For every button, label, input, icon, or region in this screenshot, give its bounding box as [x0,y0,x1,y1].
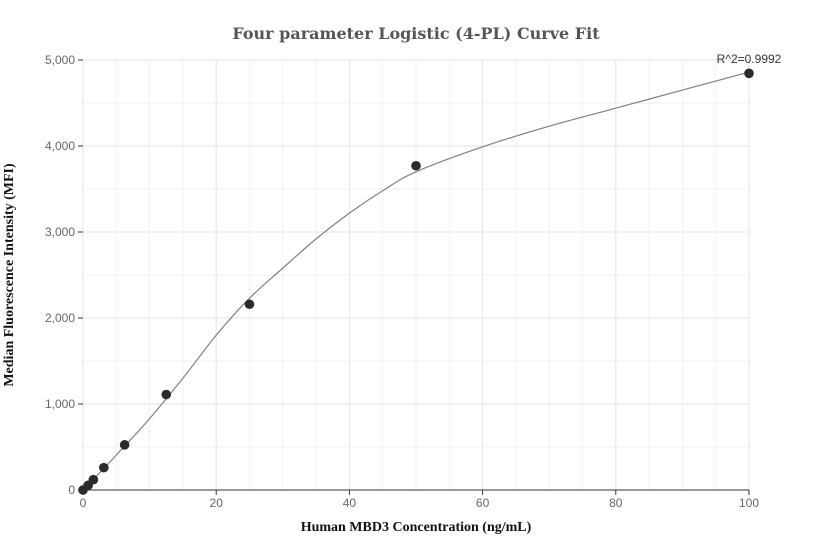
x-ticks: 0 20 40 60 80 100 [80,490,759,510]
data-point[interactable] [744,68,754,79]
grid [82,59,750,491]
y-tick-label: 5,000 [45,53,75,67]
data-points [78,68,754,495]
data-point[interactable] [244,299,255,310]
y-tick-label: 0 [68,483,75,497]
chart-title: Four parameter Logistic (4-PL) Curve Fit [232,24,600,43]
y-tick-label: 4,000 [45,139,75,153]
y-axis-title: Median Fluorescence Intensity (MFI) [2,163,17,387]
y-tick-label: 2,000 [45,311,75,325]
y-tick-label: 3,000 [45,225,75,239]
y-tick-label: 1,000 [45,397,75,411]
x-tick-label: 80 [609,496,623,510]
x-tick-label: 0 [80,496,87,510]
data-point[interactable] [161,389,172,400]
x-tick-label: 60 [476,496,490,510]
data-point[interactable] [99,462,109,473]
x-tick-label: 40 [343,496,357,510]
data-point[interactable] [411,160,421,171]
y-ticks: 0 1,000 2,000 3,000 4,000 5,000 [45,53,83,497]
data-point[interactable] [119,440,130,450]
x-tick-label: 20 [210,496,224,510]
r-squared-annotation: R^2=0.9992 [717,52,782,66]
fit-curve [82,71,750,491]
data-point[interactable] [88,474,99,485]
x-tick-label: 100 [739,496,759,510]
x-axis-title: Human MBD3 Concentration (ng/mL) [301,520,532,535]
